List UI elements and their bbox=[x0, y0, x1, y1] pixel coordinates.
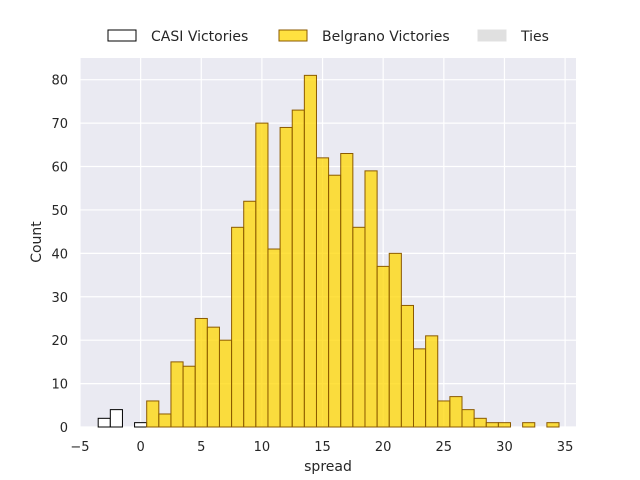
belgrano-victories-bar bbox=[400, 304, 414, 428]
belgrano-victories-bar bbox=[461, 409, 475, 428]
belgrano-victories-bar bbox=[473, 417, 487, 428]
x-tick-labels: −5 0 5 10 15 20 25 30 35 bbox=[70, 440, 573, 455]
legend-swatch bbox=[278, 29, 308, 42]
belgrano-victories-bar bbox=[146, 400, 160, 428]
belgrano-victories-bar bbox=[485, 422, 499, 428]
belgrano-victories-bar bbox=[182, 365, 196, 428]
belgrano-victories-bar bbox=[267, 248, 281, 428]
x-tick-label: 35 bbox=[557, 440, 574, 455]
belgrano-victories-bar bbox=[315, 157, 330, 428]
legend-label: CASI Victories bbox=[151, 29, 248, 45]
belgrano-victories-bar bbox=[303, 74, 317, 428]
belgrano-victories-bar bbox=[194, 317, 208, 428]
x-tick-label: 15 bbox=[314, 440, 331, 455]
belgrano-victories-bar bbox=[218, 339, 233, 428]
belgrano-victories-bar bbox=[170, 361, 184, 428]
belgrano-victories-bar bbox=[243, 200, 257, 428]
belgrano-victories-bar bbox=[255, 122, 269, 428]
x-tick-label: 10 bbox=[254, 440, 271, 455]
x-tick-label: 0 bbox=[136, 440, 144, 455]
y-tick-label: 0 bbox=[60, 421, 68, 436]
belgrano-victories-bar bbox=[522, 422, 536, 428]
y-tick-label: 40 bbox=[51, 247, 68, 262]
casi-victories-bar bbox=[97, 417, 111, 428]
belgrano-victories-bar bbox=[231, 226, 245, 428]
belgrano-victories-bar bbox=[412, 348, 427, 428]
legend-label: Ties bbox=[520, 29, 549, 45]
y-tick-label: 60 bbox=[51, 161, 68, 176]
belgrano-victories-bar bbox=[328, 174, 342, 428]
belgrano-victories-bar bbox=[497, 422, 512, 428]
x-tick-label: −5 bbox=[70, 440, 89, 455]
x-tick-label: 30 bbox=[496, 440, 513, 455]
casi-victories-bar bbox=[109, 409, 123, 428]
legend-swatch bbox=[107, 29, 137, 42]
y-tick-label: 80 bbox=[51, 74, 68, 89]
y-tick-label: 10 bbox=[51, 378, 68, 393]
y-axis-label: Count bbox=[29, 221, 45, 263]
belgrano-victories-bar bbox=[376, 265, 390, 428]
bars bbox=[97, 74, 560, 428]
belgrano-victories-bar bbox=[279, 126, 293, 428]
x-axis-label: spread bbox=[304, 459, 352, 475]
legend: CASI Victories Belgrano Victories Ties bbox=[107, 29, 549, 45]
belgrano-victories-bar bbox=[449, 396, 463, 428]
belgrano-victories-bar bbox=[437, 400, 451, 428]
belgrano-victories-bar bbox=[352, 226, 366, 428]
x-tick-label: 25 bbox=[436, 440, 453, 455]
x-tick-label: 5 bbox=[197, 440, 205, 455]
legend-swatch bbox=[477, 29, 507, 42]
y-tick-label: 20 bbox=[51, 334, 68, 349]
y-tick-label: 30 bbox=[51, 291, 68, 306]
belgrano-victories-bar bbox=[388, 252, 402, 428]
belgrano-victories-bar bbox=[291, 109, 305, 428]
belgrano-victories-bar bbox=[546, 422, 560, 428]
casi-victories-bar bbox=[134, 422, 148, 428]
belgrano-victories-bar bbox=[364, 170, 378, 428]
belgrano-victories-bar bbox=[425, 335, 439, 428]
y-tick-label: 50 bbox=[51, 204, 68, 219]
y-tick-label: 70 bbox=[51, 117, 68, 132]
legend-label: Belgrano Victories bbox=[322, 29, 450, 45]
belgrano-victories-bar bbox=[206, 326, 220, 428]
belgrano-victories-bar bbox=[158, 413, 172, 428]
y-tick-labels: 0 10 20 30 40 50 60 70 80 bbox=[51, 74, 68, 436]
x-tick-label: 20 bbox=[375, 440, 392, 455]
belgrano-victories-bar bbox=[340, 153, 354, 428]
